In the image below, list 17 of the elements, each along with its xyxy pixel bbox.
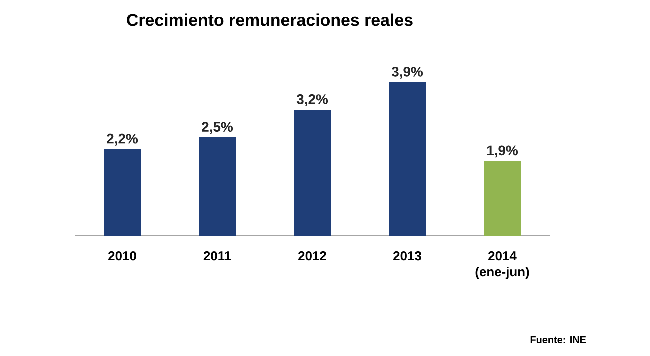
- bar: [294, 110, 331, 236]
- bar: [389, 82, 426, 236]
- x-tick-label: 2010: [108, 252, 136, 261]
- chart-title: Crecimiento remuneraciones reales: [127, 14, 413, 26]
- data-label: 3,9%: [392, 66, 424, 79]
- x-tick-label: 2014 (ene-jun): [476, 252, 530, 280]
- bar: [199, 138, 236, 236]
- x-tick-label: 2012: [298, 252, 326, 261]
- data-label: 2,2%: [107, 134, 138, 146]
- source-note: Fuente: INE: [530, 336, 586, 344]
- x-tick-label: 2011: [204, 252, 232, 261]
- data-label: 1,9%: [487, 146, 518, 158]
- data-label: 3,2%: [296, 94, 328, 106]
- bar: [104, 149, 141, 236]
- data-label: 2,5%: [202, 122, 234, 134]
- bar: [484, 161, 522, 236]
- x-tick-label: 2013: [394, 252, 422, 261]
